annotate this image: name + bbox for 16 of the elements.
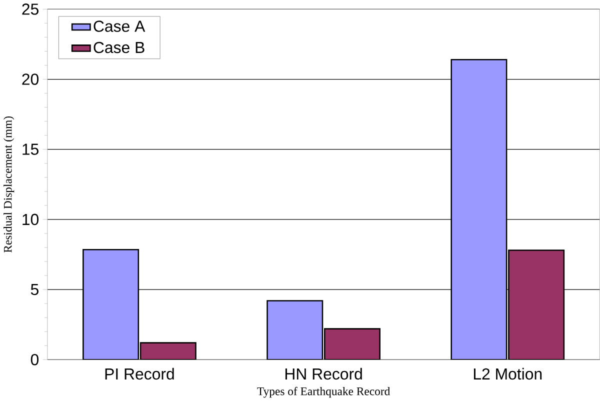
y-tick-label: 15 (22, 144, 38, 155)
y-tick-label: 0 (30, 354, 39, 366)
x-axis-title: Types of Earthquake Record (257, 386, 390, 398)
bar (266, 300, 324, 360)
y-tick-label: 5 (30, 284, 38, 296)
x-tick-label: HN Record (285, 368, 362, 380)
x-tick-label: PI Record (105, 368, 174, 380)
bar (450, 58, 508, 360)
bar (82, 248, 140, 360)
x-tick-label: L2 Motion (474, 368, 542, 380)
y-tick-label: 25 (22, 3, 38, 15)
y-tick-label: 20 (22, 74, 39, 85)
y-axis-title: Residual Displacement (mm) (4, 116, 14, 252)
legend-label: Case B (94, 42, 144, 54)
y-tick-label: 10 (22, 214, 39, 225)
legend-label: Case A (94, 20, 146, 32)
